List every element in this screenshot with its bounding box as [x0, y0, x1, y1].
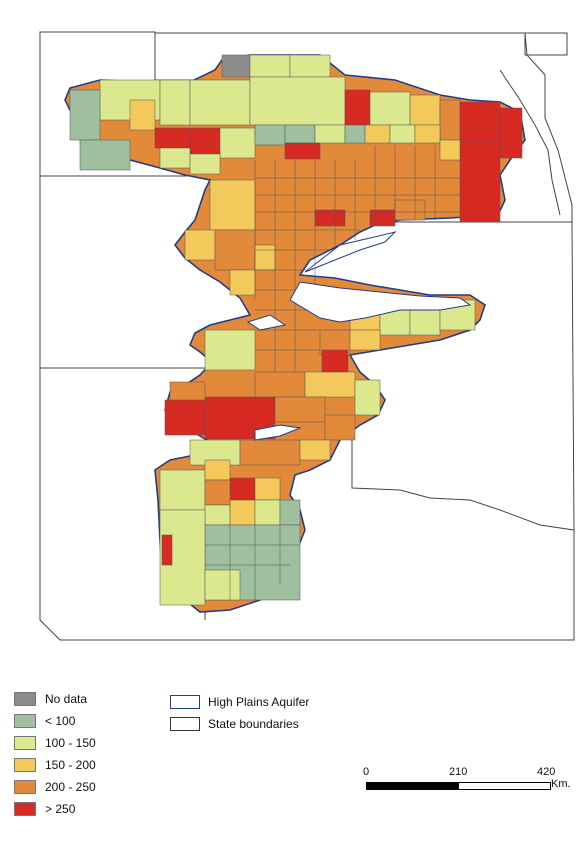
county-cell — [161, 534, 173, 566]
river-gap-canadian — [254, 424, 302, 441]
county-cell — [204, 569, 241, 601]
state-line-south — [39, 368, 575, 641]
county-cell — [189, 153, 221, 175]
county-cell — [299, 439, 331, 461]
legend-swatch — [14, 780, 36, 794]
county-cell — [129, 99, 156, 131]
state-box-sd-corner — [524, 32, 568, 56]
county-cell — [69, 89, 101, 141]
legend-item-no-data: No data — [14, 692, 87, 706]
county-cell — [409, 94, 441, 126]
county-cell — [189, 79, 251, 126]
legend-swatch — [14, 692, 36, 706]
legend-item-gt-250: > 250 — [14, 802, 75, 816]
legend-label: < 100 — [45, 714, 76, 728]
county-cell — [349, 329, 381, 351]
legend-swatch — [14, 758, 36, 772]
legend-outline-swatch — [170, 717, 200, 731]
county-cell — [284, 142, 321, 160]
legend-item-aquifer: High Plains Aquifer — [170, 695, 309, 709]
legend-swatch — [14, 736, 36, 750]
legend-label: > 250 — [45, 802, 76, 816]
county-cells — [69, 54, 523, 606]
legend-item-150-200: 150 - 200 — [14, 758, 96, 772]
legend-item-state-boundaries: State boundaries — [170, 717, 299, 731]
county-cell — [439, 139, 461, 161]
county-cell — [249, 76, 346, 126]
legend-label: No data — [45, 692, 88, 706]
legend-item-lt-100: < 100 — [14, 714, 75, 728]
county-cell — [324, 414, 356, 441]
county-cell — [229, 269, 256, 296]
legend-swatch — [14, 714, 36, 728]
county-cell — [459, 141, 501, 223]
county-cell — [214, 229, 256, 271]
county-cell — [304, 371, 356, 398]
legend-item-200-250: 200 - 250 — [14, 780, 96, 794]
county-cell — [354, 379, 381, 416]
map-canvas — [39, 31, 575, 641]
river-missouri — [499, 69, 561, 216]
legend-label: State boundaries — [208, 717, 299, 731]
county-cell — [164, 399, 206, 436]
legend-label: High Plains Aquifer — [208, 695, 310, 709]
county-cell — [219, 127, 256, 159]
river-gap-platte — [304, 231, 397, 273]
county-cell — [459, 101, 501, 143]
legend-label: 200 - 250 — [45, 780, 96, 794]
legend-label: 100 - 150 — [45, 736, 96, 750]
county-cell — [254, 371, 306, 398]
county-cell — [499, 107, 523, 159]
county-cell — [159, 79, 191, 126]
county-cell — [209, 179, 256, 231]
legend-outline-swatch — [170, 695, 200, 709]
river-gaps — [246, 231, 472, 441]
legend-label: 150 - 200 — [45, 758, 96, 772]
county-cell — [79, 139, 131, 171]
county-cell — [274, 396, 326, 423]
county-cell — [414, 124, 441, 144]
river-gap-south-arm — [246, 314, 287, 331]
county-cell — [344, 89, 371, 126]
county-cell — [369, 91, 411, 126]
legend-swatch — [14, 802, 36, 816]
legend-item-100-150: 100 - 150 — [14, 736, 96, 750]
county-cell — [229, 499, 256, 526]
county-cell — [159, 469, 206, 511]
river-gap-arkansas — [289, 281, 472, 323]
